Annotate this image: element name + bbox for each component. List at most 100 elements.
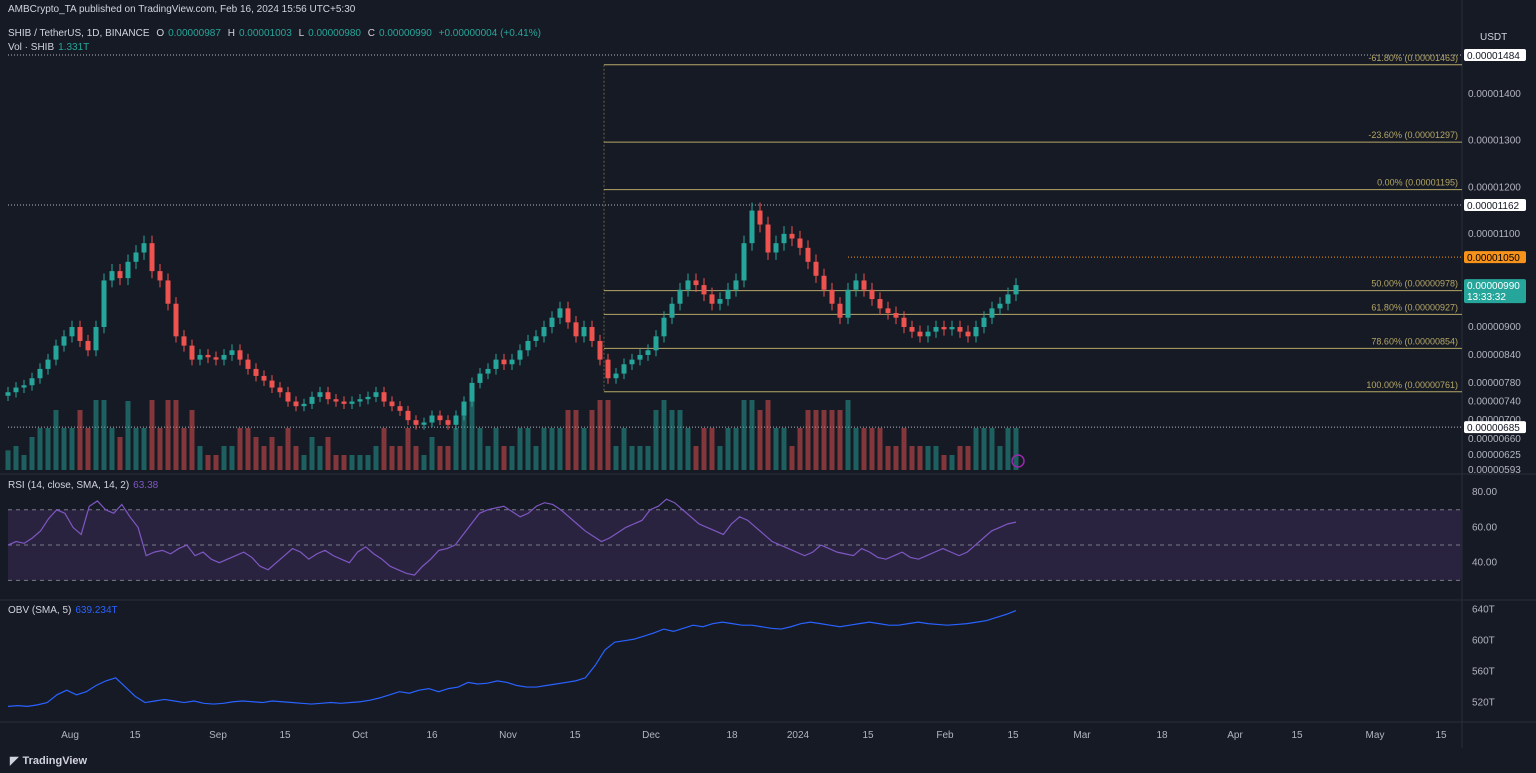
candle[interactable] — [293, 401, 299, 407]
candle[interactable] — [757, 210, 763, 225]
candle[interactable] — [493, 359, 499, 369]
candle[interactable] — [197, 354, 203, 360]
candle[interactable] — [37, 368, 43, 379]
candle[interactable] — [181, 336, 187, 346]
candle[interactable] — [501, 359, 507, 365]
candle[interactable] — [429, 415, 435, 423]
candle[interactable] — [653, 336, 659, 351]
candle[interactable] — [853, 280, 859, 290]
candle[interactable] — [789, 233, 795, 239]
candle[interactable] — [141, 243, 147, 253]
candle[interactable] — [829, 289, 835, 304]
candle[interactable] — [941, 327, 947, 330]
candle[interactable] — [389, 401, 395, 407]
candle[interactable] — [589, 327, 595, 341]
candle[interactable] — [645, 350, 651, 355]
candle[interactable] — [413, 420, 419, 425]
candle[interactable] — [525, 340, 531, 351]
candle[interactable] — [701, 285, 707, 295]
candle[interactable] — [557, 308, 563, 318]
candle[interactable] — [669, 303, 675, 318]
candle[interactable] — [733, 280, 739, 290]
candle[interactable] — [629, 359, 635, 365]
candle[interactable] — [301, 403, 307, 407]
candle[interactable] — [885, 308, 891, 314]
candle[interactable] — [93, 327, 99, 351]
candle[interactable] — [149, 243, 155, 272]
candle[interactable] — [965, 331, 971, 337]
candle[interactable] — [717, 299, 723, 304]
candle[interactable] — [13, 387, 19, 393]
candle[interactable] — [613, 373, 619, 379]
candle[interactable] — [805, 247, 811, 262]
candle[interactable] — [837, 303, 843, 318]
candle[interactable] — [53, 345, 59, 360]
candle[interactable] — [349, 401, 355, 404]
candle[interactable] — [621, 364, 627, 374]
candle[interactable] — [69, 327, 75, 337]
candle[interactable] — [565, 308, 571, 323]
candle[interactable] — [189, 345, 195, 360]
candle[interactable] — [381, 392, 387, 402]
candle[interactable] — [309, 396, 315, 404]
candle[interactable] — [709, 294, 715, 304]
obv-line[interactable] — [7, 609, 1017, 708]
candle[interactable] — [749, 210, 755, 244]
candle[interactable] — [213, 357, 219, 360]
candle[interactable] — [373, 392, 379, 397]
candle[interactable] — [101, 280, 107, 328]
candle[interactable] — [45, 359, 51, 369]
candle[interactable] — [21, 385, 27, 388]
candle[interactable] — [685, 280, 691, 290]
candle[interactable] — [661, 317, 667, 337]
candle[interactable] — [533, 336, 539, 341]
candle[interactable] — [917, 331, 923, 337]
candle[interactable] — [781, 233, 787, 244]
candle[interactable] — [253, 368, 259, 376]
candle[interactable] — [229, 350, 235, 355]
candle[interactable] — [477, 373, 483, 383]
candle[interactable] — [517, 350, 523, 360]
rsi-line[interactable] — [7, 498, 1017, 576]
candle[interactable] — [957, 327, 963, 332]
candle[interactable] — [445, 420, 451, 425]
symbol-text[interactable]: SHIB / TetherUS, 1D, BINANCE — [8, 28, 150, 39]
candle[interactable] — [221, 354, 227, 360]
candle[interactable] — [109, 271, 115, 281]
candle[interactable] — [573, 322, 579, 337]
candle[interactable] — [205, 354, 211, 358]
candle[interactable] — [797, 238, 803, 248]
candle[interactable] — [949, 327, 955, 330]
candle[interactable] — [157, 271, 163, 281]
candle[interactable] — [973, 327, 979, 337]
trading-chart[interactable]: -61.80% (0.00001463) -23.60% (0.00001297)… — [0, 0, 1536, 748]
candle[interactable] — [869, 289, 875, 300]
candle[interactable] — [269, 380, 275, 388]
candle[interactable] — [405, 410, 411, 421]
candle[interactable] — [725, 289, 731, 300]
candle[interactable] — [637, 354, 643, 360]
candle[interactable] — [509, 359, 515, 365]
candle[interactable] — [453, 415, 459, 425]
candle[interactable] — [541, 327, 547, 337]
candle[interactable] — [933, 327, 939, 332]
candle[interactable] — [133, 252, 139, 262]
candle[interactable] — [5, 392, 11, 396]
candle[interactable] — [597, 340, 603, 360]
candle[interactable] — [173, 303, 179, 337]
candle[interactable] — [693, 280, 699, 286]
candle[interactable] — [245, 359, 251, 369]
candle[interactable] — [581, 327, 587, 337]
candle[interactable] — [861, 280, 867, 290]
candle[interactable] — [845, 289, 851, 318]
candle[interactable] — [813, 261, 819, 276]
candle[interactable] — [261, 375, 267, 381]
candle[interactable] — [277, 387, 283, 393]
candle[interactable] — [909, 327, 915, 332]
candle[interactable] — [877, 299, 883, 309]
currency-label[interactable]: USDT — [1480, 32, 1508, 43]
candle[interactable] — [397, 406, 403, 411]
candle[interactable] — [461, 401, 467, 416]
candle[interactable] — [821, 275, 827, 290]
lightning-icon[interactable] — [1011, 454, 1025, 468]
